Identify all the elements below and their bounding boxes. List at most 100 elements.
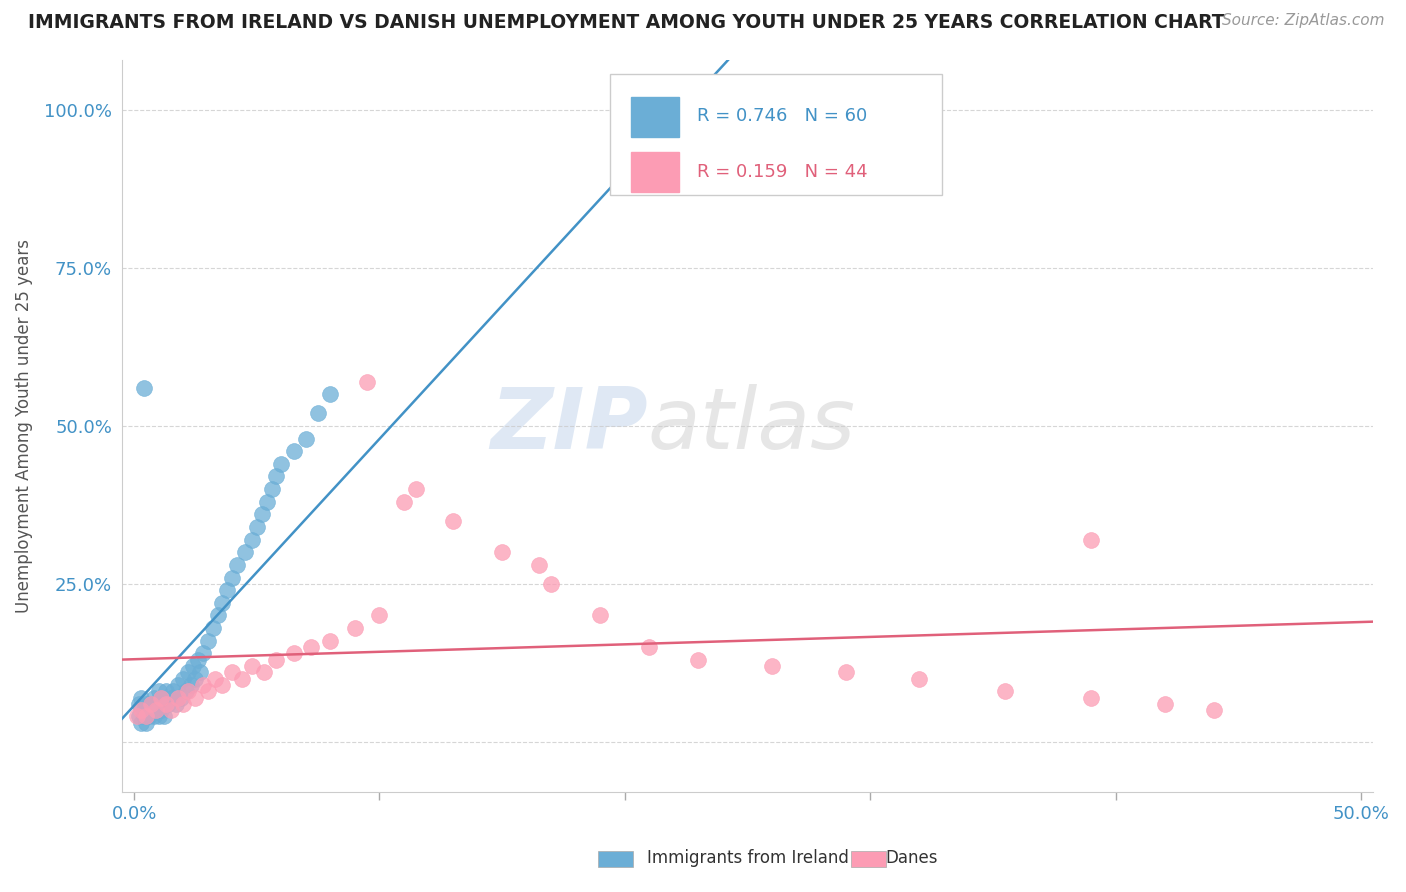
Point — [184, 672, 207, 686]
Point — [908, 672, 931, 686]
Point — [128, 697, 150, 711]
Point — [540, 577, 562, 591]
Y-axis label: Unemployment Among Youth under 25 years: Unemployment Among Youth under 25 years — [15, 239, 32, 613]
Point — [356, 375, 378, 389]
Point — [148, 684, 170, 698]
Point — [217, 583, 239, 598]
Point — [174, 684, 197, 698]
Text: ZIP: ZIP — [489, 384, 647, 467]
Point — [187, 653, 209, 667]
Point — [188, 665, 211, 680]
Point — [135, 715, 157, 730]
Point — [319, 633, 342, 648]
Point — [731, 122, 754, 136]
Point — [180, 678, 202, 692]
Text: IMMIGRANTS FROM IRELAND VS DANISH UNEMPLOYMENT AMONG YOUTH UNDER 25 YEARS CORREL: IMMIGRANTS FROM IRELAND VS DANISH UNEMPL… — [28, 13, 1225, 32]
Point — [721, 122, 744, 136]
Point — [1153, 697, 1175, 711]
Point — [128, 709, 150, 723]
Point — [145, 703, 167, 717]
Text: R = 0.159   N = 44: R = 0.159 N = 44 — [697, 163, 868, 181]
Point — [256, 494, 278, 508]
Point — [211, 596, 233, 610]
Point — [319, 387, 342, 401]
Point — [162, 684, 184, 698]
Point — [260, 482, 283, 496]
Point — [226, 558, 249, 572]
Point — [197, 684, 219, 698]
Text: atlas: atlas — [647, 384, 855, 467]
Point — [233, 545, 256, 559]
Point — [231, 672, 253, 686]
Point — [295, 432, 318, 446]
Point — [994, 684, 1017, 698]
Point — [132, 709, 155, 723]
Point — [152, 709, 174, 723]
Point — [155, 684, 177, 698]
Point — [240, 533, 263, 547]
Point — [221, 570, 243, 584]
Point — [368, 608, 391, 623]
Point — [405, 482, 427, 496]
Point — [266, 469, 288, 483]
Point — [142, 709, 165, 723]
Point — [160, 690, 183, 705]
Point — [150, 703, 173, 717]
Point — [589, 608, 612, 623]
Point — [1080, 690, 1102, 705]
Point — [150, 690, 173, 705]
Point — [221, 665, 243, 680]
Point — [141, 697, 163, 711]
Text: Source: ZipAtlas.com: Source: ZipAtlas.com — [1222, 13, 1385, 29]
Point — [250, 508, 273, 522]
Point — [132, 703, 155, 717]
Point — [142, 690, 165, 705]
Bar — [631, 152, 679, 192]
Bar — [631, 96, 679, 136]
Point — [688, 653, 710, 667]
Point — [761, 659, 783, 673]
Point — [240, 659, 263, 673]
Point — [307, 406, 329, 420]
Text: Immigrants from Ireland: Immigrants from Ireland — [647, 849, 849, 867]
Point — [491, 545, 513, 559]
Point — [145, 697, 167, 711]
Point — [172, 697, 194, 711]
Point — [197, 633, 219, 648]
Point — [266, 653, 288, 667]
Point — [170, 690, 193, 705]
Point — [207, 608, 229, 623]
Point — [270, 457, 292, 471]
Point — [125, 709, 148, 723]
Point — [211, 678, 233, 692]
Point — [165, 697, 187, 711]
Point — [172, 672, 194, 686]
Point — [441, 514, 464, 528]
Point — [638, 640, 661, 654]
Point — [131, 703, 153, 717]
Point — [299, 640, 322, 654]
Point — [253, 665, 276, 680]
Text: Danes: Danes — [886, 849, 938, 867]
Point — [177, 684, 200, 698]
Point — [1080, 533, 1102, 547]
Point — [131, 690, 153, 705]
Point — [201, 621, 224, 635]
Point — [167, 690, 190, 705]
Point — [246, 520, 269, 534]
Point — [150, 690, 173, 705]
Point — [392, 494, 415, 508]
Point — [527, 558, 550, 572]
Point — [204, 672, 226, 686]
Point — [167, 678, 190, 692]
Point — [177, 665, 200, 680]
Point — [155, 697, 177, 711]
Point — [135, 697, 157, 711]
Point — [152, 697, 174, 711]
Point — [145, 703, 167, 717]
Point — [283, 444, 305, 458]
Point — [135, 709, 157, 723]
Point — [148, 709, 170, 723]
Point — [138, 709, 160, 723]
Point — [834, 665, 856, 680]
